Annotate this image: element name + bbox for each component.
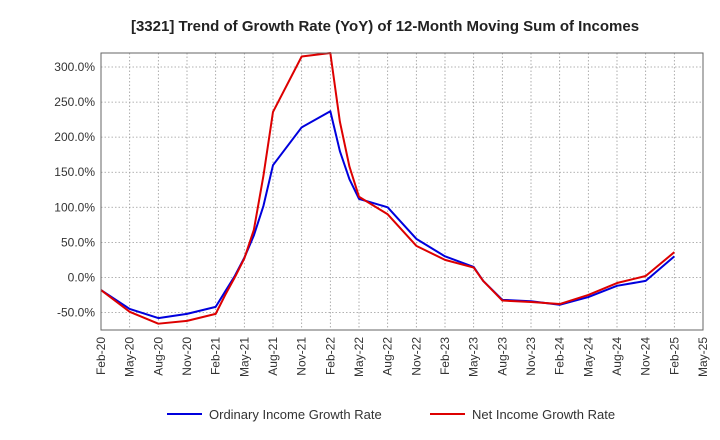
y-tick-label: 250.0%	[54, 95, 95, 109]
legend-label-net-income: Net Income Growth Rate	[472, 407, 615, 422]
x-tick-label: Feb-22	[323, 337, 337, 375]
legend-label-ordinary-income: Ordinary Income Growth Rate	[209, 407, 382, 422]
x-tick-label: May-21	[237, 337, 251, 377]
y-tick-label: 200.0%	[54, 130, 95, 144]
y-tick-label: -50.0%	[57, 305, 95, 319]
x-tick-label: May-24	[581, 337, 595, 377]
x-tick-label: Feb-24	[553, 337, 567, 375]
y-tick-label: 300.0%	[54, 60, 95, 74]
x-tick-label: Aug-24	[610, 337, 624, 376]
x-tick-label: Aug-21	[266, 337, 280, 376]
x-tick-label: Nov-20	[180, 337, 194, 376]
y-tick-label: 100.0%	[54, 200, 95, 214]
y-tick-label: 150.0%	[54, 165, 95, 179]
x-tick-label: Feb-21	[209, 337, 223, 375]
x-tick-label: May-25	[696, 337, 710, 377]
x-tick-label: May-23	[467, 337, 481, 377]
series-line-net-income	[100, 52, 675, 325]
x-tick-label: Nov-21	[295, 337, 309, 376]
x-tick-label: Feb-23	[438, 337, 452, 375]
x-axis-ticks: Feb-20 May-20 Aug-20 Nov-20 Feb-21 May-21 Aug-…	[94, 337, 710, 377]
chart-title: [3321] Trend of Growth Rate (YoY) of 12-…	[131, 18, 639, 35]
x-tick-label: Feb-25	[667, 337, 681, 375]
x-tick-label: Nov-24	[639, 337, 653, 376]
x-tick-label: Aug-23	[495, 337, 509, 376]
series-layer	[100, 52, 675, 325]
x-tick-label: Feb-20	[94, 337, 108, 375]
x-tick-label: Nov-22	[409, 337, 423, 376]
x-tick-label: Aug-20	[151, 337, 165, 376]
y-tick-label: 50.0%	[61, 235, 95, 249]
plot-frame	[100, 52, 704, 331]
x-tick-label: May-22	[352, 337, 366, 377]
x-tick-label: Aug-22	[381, 337, 395, 376]
x-tick-label: May-20	[123, 337, 137, 377]
y-tick-label: 0.0%	[68, 270, 96, 284]
legend: Ordinary Income Growth Rate Net Income G…	[167, 407, 615, 422]
x-tick-label: Nov-23	[524, 337, 538, 376]
grid-layer	[100, 53, 704, 330]
y-axis-ticks: 300.0% 250.0% 200.0% 150.0% 100.0% 50.0% 0.0% -…	[54, 60, 95, 319]
